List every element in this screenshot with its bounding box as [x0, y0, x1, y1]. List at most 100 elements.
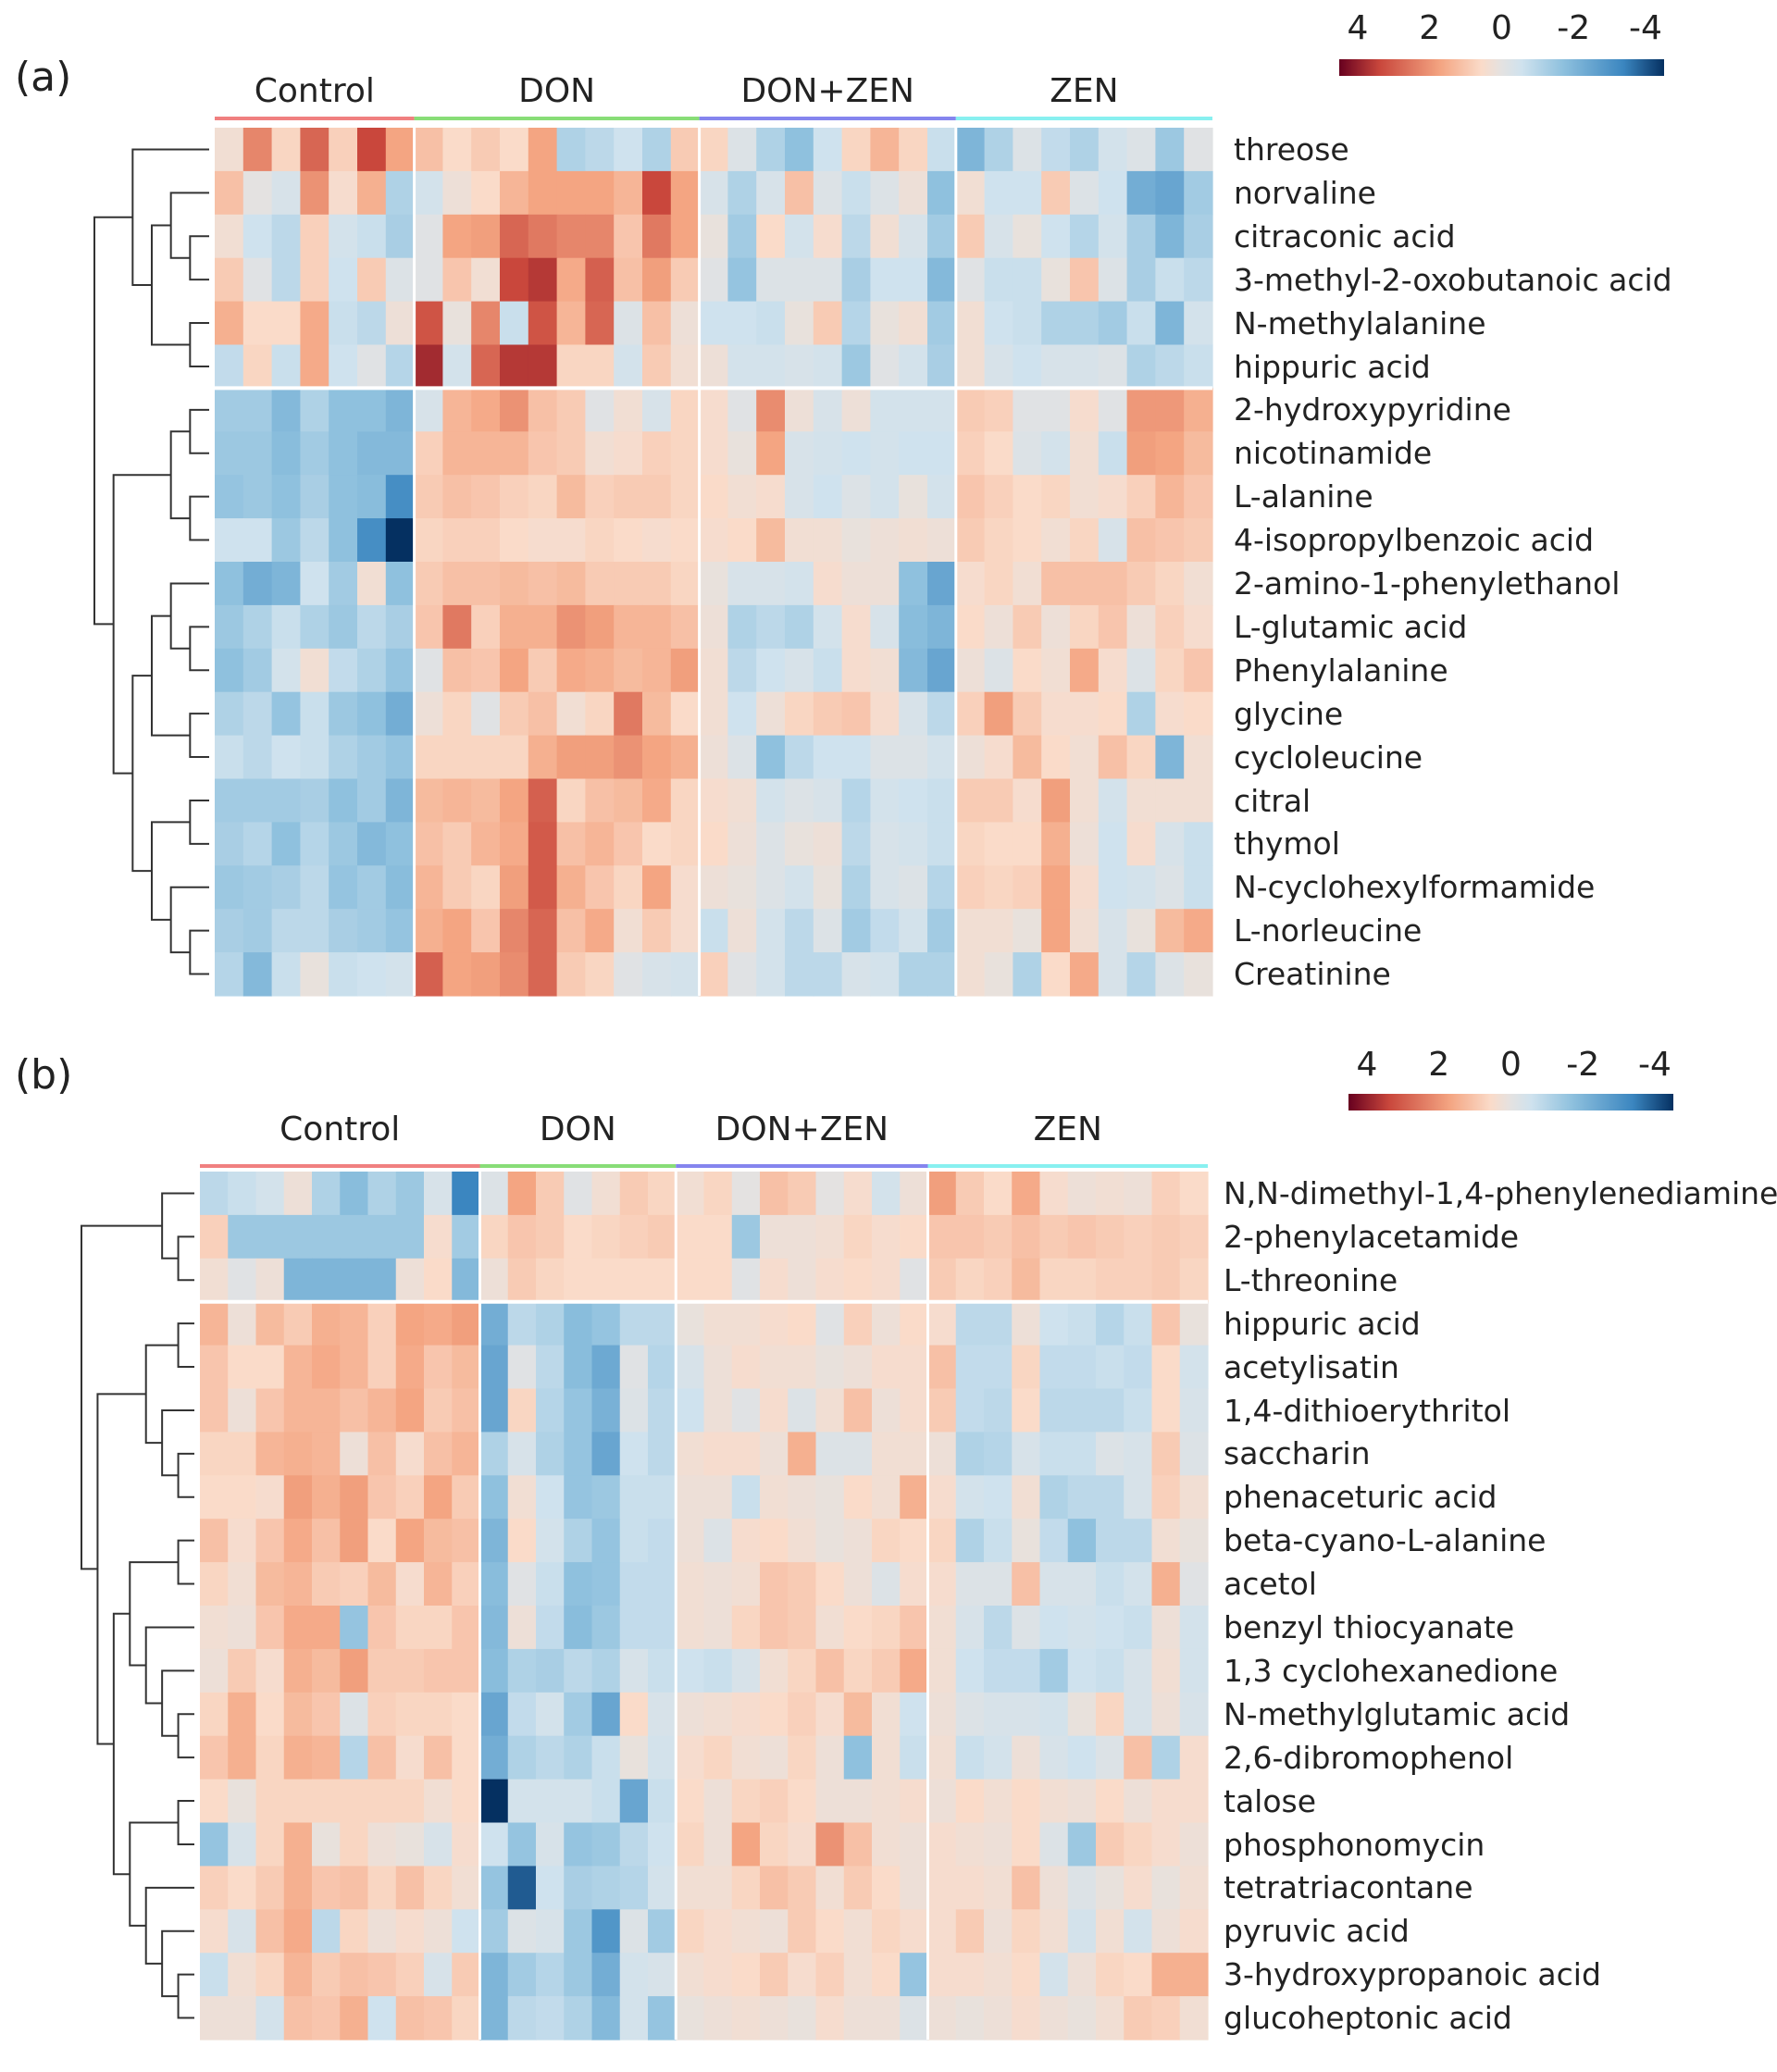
heatmap-cell	[395, 1475, 425, 1520]
heatmap-cell	[564, 1735, 593, 1780]
heatmap-cell	[1012, 1953, 1041, 1997]
heatmap-cell	[1067, 1866, 1097, 1910]
dendrogram-branch	[177, 1452, 194, 1498]
heatmap-cell	[927, 1735, 957, 1780]
heatmap-cell	[760, 1779, 789, 1824]
heatmap-cell	[670, 865, 701, 910]
heatmap-cell	[479, 1562, 509, 1607]
heatmap-cell	[984, 301, 1013, 346]
heatmap-cell	[619, 1692, 649, 1737]
heatmap-cell	[255, 1172, 285, 1216]
heatmap-cell	[395, 1953, 425, 1997]
heatmap-cell	[215, 257, 244, 303]
row-label: hippuric acid	[1234, 348, 1431, 385]
dendrogram-branch	[177, 1235, 194, 1282]
heatmap-cell	[536, 1345, 565, 1390]
heatmap-cell	[900, 1519, 929, 1563]
heatmap-cell	[843, 1432, 873, 1476]
heatmap-cell	[788, 1606, 817, 1650]
heatmap-cell	[642, 170, 672, 216]
heatmap-cell	[479, 1301, 509, 1346]
heatmap-cell	[442, 822, 472, 866]
heatmap-cell	[385, 518, 416, 563]
heatmap-cell	[479, 1606, 509, 1650]
heatmap-cell	[283, 1822, 313, 1867]
heatmap-cell	[870, 475, 900, 519]
heatmap-cell	[870, 691, 900, 737]
heatmap-cell	[984, 1866, 1013, 1910]
heatmap-cell	[228, 1388, 257, 1433]
heatmap-cell	[1096, 1172, 1125, 1216]
heatmap-cell	[385, 344, 416, 389]
heatmap-cell	[927, 214, 957, 259]
dendrogram-branch	[81, 1224, 163, 1570]
heatmap-cell	[731, 1475, 761, 1520]
heatmap-cell	[500, 778, 529, 823]
legend-tick-label: -4	[1629, 9, 1662, 47]
dendrogram-branch	[161, 1929, 194, 1998]
heatmap-cell	[760, 1172, 789, 1216]
heatmap-cell	[414, 909, 443, 953]
heatmap-cell	[591, 1172, 621, 1216]
heatmap-cell	[452, 1258, 481, 1303]
heatmap-cell	[955, 648, 986, 693]
heatmap-cell	[648, 1519, 677, 1563]
heatmap-cell	[1070, 475, 1100, 519]
heatmap-cell	[200, 1519, 229, 1563]
heatmap-cell	[1151, 1388, 1181, 1433]
heatmap-cell	[1184, 691, 1213, 737]
heatmap-cell	[1151, 1258, 1181, 1303]
heatmap-cell	[727, 604, 757, 650]
heatmap-cell	[619, 1388, 649, 1433]
heatmap-cell	[479, 1345, 509, 1390]
heatmap-cell	[870, 562, 900, 606]
heatmap-cell	[1039, 1388, 1069, 1433]
heatmap-cell	[528, 648, 558, 693]
heatmap-cell	[955, 562, 986, 606]
heatmap-cell	[424, 1258, 453, 1303]
heatmap-cell	[1151, 1562, 1181, 1607]
heatmap-cell	[564, 1519, 593, 1563]
heatmap-cell	[283, 1519, 313, 1563]
heatmap-cell	[899, 604, 928, 650]
heatmap-cell	[727, 735, 757, 780]
heatmap-cell	[367, 1345, 397, 1390]
heatmap-cell	[414, 475, 443, 519]
heatmap-cell	[1070, 257, 1100, 303]
heatmap-cell	[899, 952, 928, 997]
heatmap-cell	[312, 1172, 341, 1216]
heatmap-cell	[357, 648, 387, 693]
heatmap-cell	[271, 431, 301, 476]
heatmap-cell	[984, 1562, 1013, 1607]
heatmap-cell	[340, 1822, 369, 1867]
heatmap-cell	[899, 518, 928, 563]
heatmap-cell	[1039, 1345, 1069, 1390]
heatmap-cell	[414, 128, 443, 172]
heatmap-cell	[1124, 1432, 1153, 1476]
heatmap-cell	[452, 1606, 481, 1650]
heatmap-cell	[215, 518, 244, 563]
heatmap-cell	[556, 388, 586, 432]
heatmap-cell	[300, 388, 329, 432]
heatmap-cell	[731, 1432, 761, 1476]
heatmap-cell	[984, 431, 1013, 476]
heatmap-cell	[813, 735, 843, 780]
heatmap-cell	[1013, 952, 1042, 997]
heatmap-cell	[1013, 344, 1042, 389]
heatmap-cell	[385, 778, 416, 823]
heatmap-cell	[395, 1172, 425, 1216]
heatmap-cell	[1124, 1953, 1153, 1997]
dendrogram-branch	[129, 1821, 179, 1927]
heatmap-cell	[843, 1606, 873, 1650]
heatmap-cell	[1179, 1606, 1209, 1650]
heatmap-cell	[984, 1432, 1013, 1476]
heatmap-cell	[442, 475, 472, 519]
heatmap-cell	[1098, 562, 1128, 606]
heatmap-cell	[215, 952, 244, 997]
heatmap-cell	[1067, 1214, 1097, 1259]
heatmap-cell	[215, 301, 244, 346]
heatmap-cell	[1096, 1953, 1125, 1997]
heatmap-cell	[367, 1172, 397, 1216]
heatmap-cell	[414, 344, 443, 389]
heatmap-cell	[676, 1779, 705, 1824]
